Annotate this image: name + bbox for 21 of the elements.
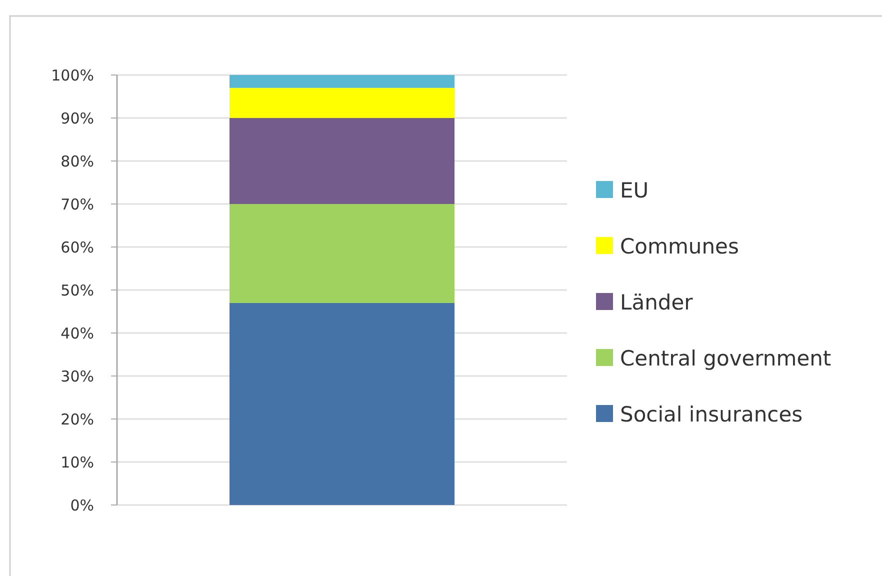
bar bbox=[230, 118, 454, 204]
legend-label: Social insurances bbox=[620, 402, 803, 426]
y-tick-label: 0% bbox=[70, 496, 94, 514]
y-tick-label: 100% bbox=[51, 66, 94, 84]
legend-label: Central government bbox=[620, 346, 832, 370]
bar bbox=[230, 204, 454, 303]
y-tick-label: 30% bbox=[60, 367, 94, 386]
y-tick-label: 60% bbox=[60, 238, 94, 256]
y-tick-label: 70% bbox=[60, 195, 94, 214]
y-tick-label: 10% bbox=[60, 453, 94, 472]
bar bbox=[230, 75, 454, 88]
legend-label: Länder bbox=[620, 290, 694, 314]
legend-label: Communes bbox=[620, 234, 739, 258]
y-tick-label: 50% bbox=[60, 281, 94, 300]
y-tick-label: 90% bbox=[60, 109, 94, 128]
legend-label: EU bbox=[620, 178, 649, 202]
y-tick-label: 20% bbox=[60, 410, 94, 428]
y-tick-label: 40% bbox=[60, 324, 94, 342]
bar bbox=[230, 302, 454, 505]
y-tick-label: 80% bbox=[60, 152, 94, 170]
bar bbox=[230, 88, 454, 118]
